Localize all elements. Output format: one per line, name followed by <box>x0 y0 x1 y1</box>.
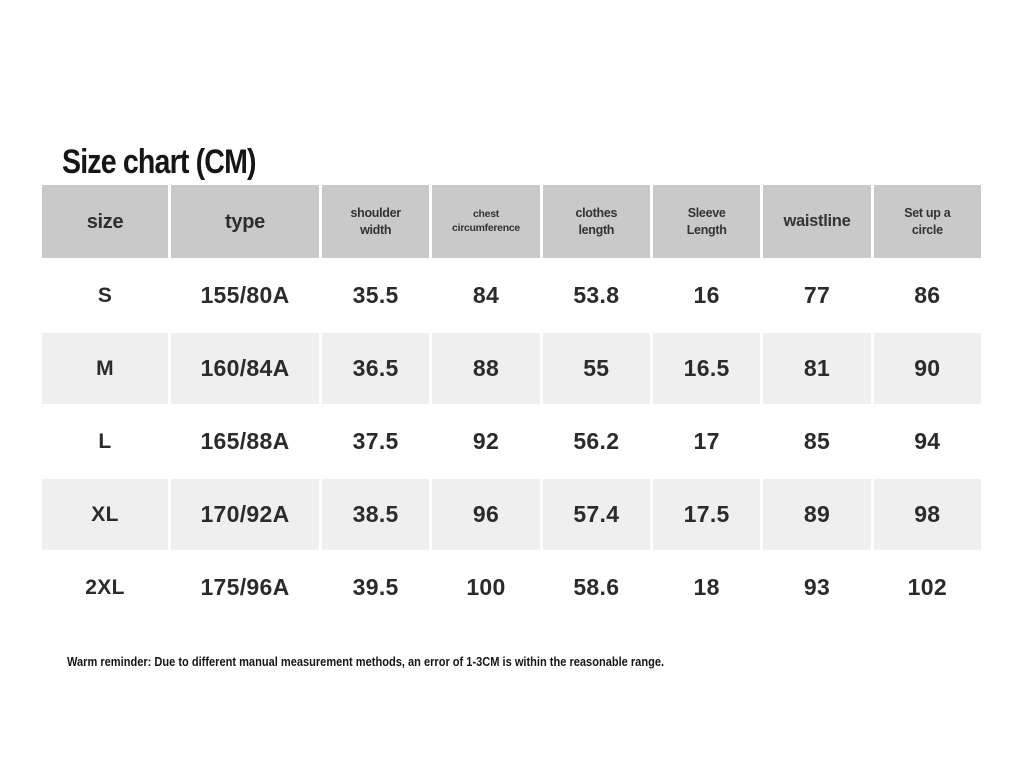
column-header-label: size <box>86 210 124 233</box>
table-cell: XL <box>42 479 168 550</box>
column-header-waistline: waistline <box>763 185 871 258</box>
table-cell: 89 <box>763 479 871 550</box>
table-cell: 37.5 <box>352 428 399 454</box>
column-header-clothes-length: clothes length <box>542 185 650 258</box>
column-header-size: size <box>42 185 168 258</box>
table-cell: 16 <box>693 282 720 308</box>
header-row: size type shoulder width chest circumferenc… <box>42 185 981 258</box>
column-header-label: Sleeve Length <box>686 206 727 237</box>
table-header: size type shoulder width chest circumferenc… <box>42 185 981 258</box>
table-cell: 85 <box>803 428 831 454</box>
table-cell: L <box>98 429 112 453</box>
page-title: Size chart (CM) <box>62 142 257 181</box>
column-header-label: shoulder width <box>350 206 401 237</box>
table-cell: 35.5 <box>352 282 399 308</box>
table-cell: S <box>97 283 113 307</box>
column-header-sleeve-length: Sleeve Length <box>652 185 761 258</box>
table-cell: 100 <box>466 574 506 600</box>
table-cell: 160/84A <box>171 333 319 404</box>
table-cell: 86 <box>914 282 941 308</box>
table-cell: 39.5 <box>352 574 399 600</box>
table-cell: 102 <box>907 574 947 600</box>
column-header-set-up-a-circle: Set up a circle <box>873 185 981 258</box>
table-cell: 38.5 <box>322 479 430 550</box>
column-header-type: type <box>171 185 319 258</box>
table-cell: 94 <box>914 428 941 454</box>
table-cell: 155/80A <box>200 282 290 308</box>
measurement-disclaimer: Warm reminder: Due to different manual m… <box>67 654 665 669</box>
column-header-label: chest circumference <box>452 207 520 234</box>
table-row: M 160/84A 36.5 88 55 16.5 81 90 <box>42 333 981 404</box>
table-cell: 90 <box>873 333 981 404</box>
column-header-shoulder-width: shoulder width <box>322 185 430 258</box>
column-header-label: clothes length <box>575 206 618 237</box>
table-cell: M <box>42 333 168 404</box>
table-body: S 155/80A 35.5 84 53.8 16 77 86 M 160/84A 36.5 88 55… <box>42 260 981 623</box>
table-cell: 17 <box>693 428 720 454</box>
table-cell: 92 <box>472 428 500 454</box>
table-cell: 36.5 <box>322 333 430 404</box>
table-cell: 2XL <box>85 575 125 599</box>
table-cell: 98 <box>873 479 981 550</box>
table-cell: 96 <box>432 479 540 550</box>
table-cell: 81 <box>763 333 871 404</box>
table-cell: 18 <box>693 574 720 600</box>
table-cell: 77 <box>803 282 831 308</box>
table-row: L 165/88A 37.5 92 56.2 17 85 94 <box>42 406 981 477</box>
table-cell: 56.2 <box>573 428 620 454</box>
table-cell: 93 <box>803 574 831 600</box>
table-cell: 17.5 <box>652 479 761 550</box>
table-cell: 57.4 <box>542 479 650 550</box>
size-table: size type shoulder width chest circumferenc… <box>39 183 984 625</box>
table-cell: 165/88A <box>200 428 290 454</box>
table-cell: 16.5 <box>652 333 761 404</box>
table-cell: 53.8 <box>573 282 620 308</box>
table-cell: 55 <box>542 333 650 404</box>
table-cell: 170/92A <box>171 479 319 550</box>
table-cell: 88 <box>432 333 540 404</box>
table-cell: 84 <box>472 282 500 308</box>
column-header-label: Set up a circle <box>904 206 951 237</box>
column-header-chest-circumference: chest circumference <box>432 185 540 258</box>
table-row: S 155/80A 35.5 84 53.8 16 77 86 <box>42 260 981 331</box>
table-cell: 175/96A <box>200 574 290 600</box>
column-header-label: type <box>225 210 265 233</box>
table-row: XL 170/92A 38.5 96 57.4 17.5 89 98 <box>42 479 981 550</box>
table-cell: 58.6 <box>573 574 620 600</box>
column-header-label: waistline <box>783 211 851 230</box>
table-row: 2XL 175/96A 39.5 100 58.6 18 93 102 <box>42 552 981 623</box>
